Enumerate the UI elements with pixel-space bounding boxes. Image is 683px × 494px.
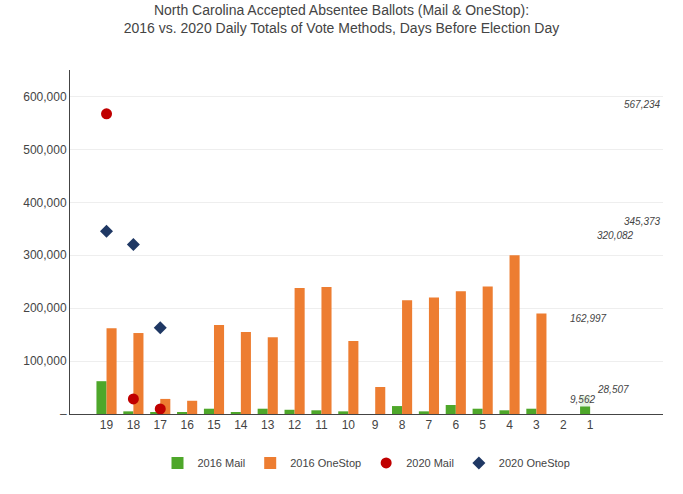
svg-text:1: 1: [587, 418, 594, 432]
svg-text:9,562: 9,562: [570, 394, 595, 405]
svg-text:345,373: 345,373: [624, 216, 661, 227]
svg-text:100,000: 100,000: [23, 354, 67, 368]
svg-text:5: 5: [479, 418, 486, 432]
svg-text:12: 12: [288, 418, 302, 432]
svg-text:2016 Mail: 2016 Mail: [198, 457, 246, 469]
svg-text:14: 14: [234, 418, 248, 432]
svg-text:19: 19: [100, 418, 114, 432]
svg-text:10: 10: [342, 418, 356, 432]
svg-text:13: 13: [261, 418, 275, 432]
svg-text:2020 Mail: 2020 Mail: [406, 457, 454, 469]
svg-text:600,000: 600,000: [23, 90, 67, 104]
svg-text:3: 3: [533, 418, 540, 432]
svg-text:4: 4: [506, 418, 513, 432]
svg-text:500,000: 500,000: [23, 143, 67, 157]
svg-text:18: 18: [127, 418, 141, 432]
svg-text:400,000: 400,000: [23, 196, 67, 210]
svg-text:8: 8: [399, 418, 406, 432]
svg-text:‒: ‒: [60, 407, 67, 421]
svg-text:300,000: 300,000: [23, 248, 67, 262]
svg-text:567,234: 567,234: [624, 99, 661, 110]
svg-text:2016 OneStop: 2016 OneStop: [290, 457, 361, 469]
svg-text:North Carolina Accepted Absent: North Carolina Accepted Absentee Ballots…: [124, 2, 560, 36]
svg-text:17: 17: [154, 418, 168, 432]
svg-text:2: 2: [560, 418, 567, 432]
svg-text:9: 9: [372, 418, 379, 432]
svg-text:200,000: 200,000: [23, 301, 67, 315]
svg-text:15: 15: [207, 418, 221, 432]
svg-text:162,997: 162,997: [570, 313, 607, 324]
svg-text:28,507: 28,507: [597, 384, 629, 395]
svg-text:16: 16: [180, 418, 194, 432]
svg-text:2020 OneStop: 2020 OneStop: [499, 457, 570, 469]
svg-text:7: 7: [426, 418, 433, 432]
svg-text:11: 11: [315, 418, 328, 432]
svg-text:6: 6: [452, 418, 459, 432]
svg-text:320,082: 320,082: [597, 230, 634, 241]
